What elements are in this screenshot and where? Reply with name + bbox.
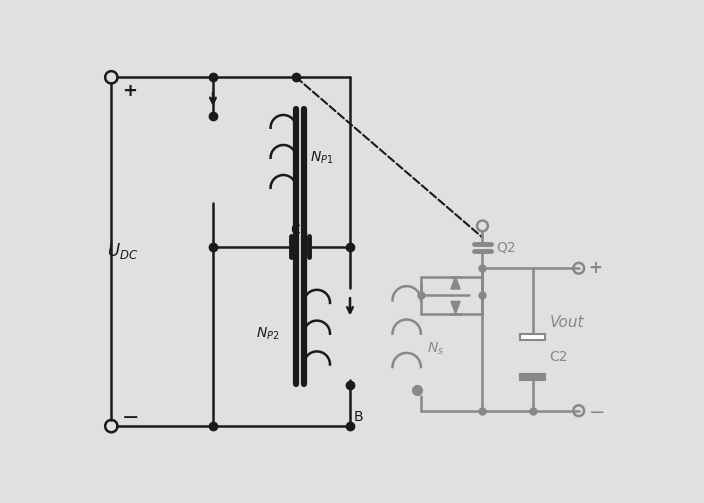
Polygon shape [451,277,460,289]
Text: $N_{P1}$: $N_{P1}$ [310,149,334,165]
Text: +: + [589,259,603,277]
Polygon shape [451,301,460,314]
Text: Vout: Vout [549,315,584,329]
Bar [520,333,545,340]
Text: $U_{DC}$: $U_{DC}$ [108,241,139,262]
Text: C2: C2 [549,350,568,364]
Text: Q2: Q2 [496,240,516,255]
Bar [520,374,545,380]
Text: −: − [122,408,139,429]
Text: $N_s$: $N_s$ [427,341,444,357]
Text: $N_{P2}$: $N_{P2}$ [256,325,279,342]
Text: C1: C1 [291,223,309,237]
Text: +: + [122,82,137,100]
Text: −: − [589,403,605,422]
Text: B: B [354,410,363,424]
